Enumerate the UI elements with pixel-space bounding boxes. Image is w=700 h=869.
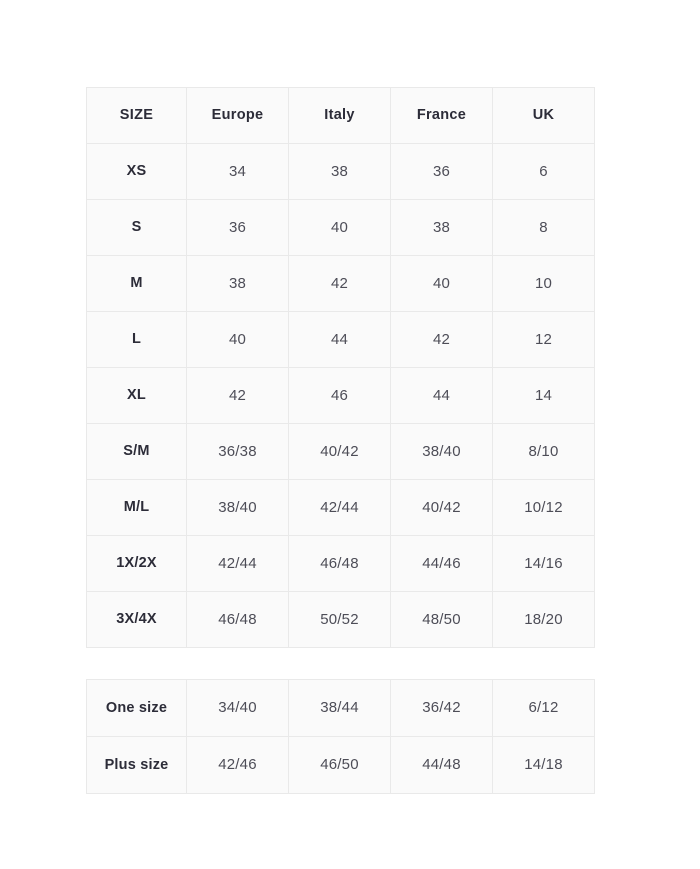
cell-europe: 38/40 (186, 479, 289, 536)
cell-uk: 6/12 (492, 679, 595, 737)
cell-europe: 34 (186, 143, 289, 200)
cell-france: 38 (390, 199, 493, 256)
table-row: 1X/2X 42/44 46/48 44/46 14/16 (86, 535, 595, 592)
table-row: XS 34 38 36 6 (86, 143, 595, 200)
column-header-france: France (390, 87, 493, 144)
row-label-3x4x: 3X/4X (86, 591, 187, 648)
table-row: M/L 38/40 42/44 40/42 10/12 (86, 479, 595, 536)
row-label-sm: S/M (86, 423, 187, 480)
cell-europe: 34/40 (186, 679, 289, 737)
cell-france: 42 (390, 311, 493, 368)
cell-uk: 6 (492, 143, 595, 200)
general-size-table: One size 34/40 38/44 36/42 6/12 Plus siz… (86, 679, 595, 794)
cell-italy: 42/44 (288, 479, 391, 536)
column-header-europe: Europe (186, 87, 289, 144)
table-row: 3X/4X 46/48 50/52 48/50 18/20 (86, 591, 595, 648)
cell-france: 48/50 (390, 591, 493, 648)
row-label-one-size: One size (86, 679, 187, 737)
table-row: L 40 44 42 12 (86, 311, 595, 368)
table-row: M 38 42 40 10 (86, 255, 595, 312)
size-conversion-table: SIZE Europe Italy France UK XS 34 38 36 … (86, 87, 595, 648)
cell-uk: 10 (492, 255, 595, 312)
cell-italy: 46/50 (288, 736, 391, 794)
cell-italy: 50/52 (288, 591, 391, 648)
table-row: XL 42 46 44 14 (86, 367, 595, 424)
column-header-uk: UK (492, 87, 595, 144)
row-label-m: M (86, 255, 187, 312)
cell-uk: 8/10 (492, 423, 595, 480)
cell-europe: 42 (186, 367, 289, 424)
cell-uk: 14 (492, 367, 595, 424)
row-label-l: L (86, 311, 187, 368)
table-body: XS 34 38 36 6 S 36 40 38 8 M 38 42 40 10 (86, 143, 595, 648)
row-label-xs: XS (86, 143, 187, 200)
cell-italy: 40 (288, 199, 391, 256)
cell-italy: 46 (288, 367, 391, 424)
column-header-italy: Italy (288, 87, 391, 144)
cell-europe: 42/44 (186, 535, 289, 592)
row-label-ml: M/L (86, 479, 187, 536)
cell-europe: 46/48 (186, 591, 289, 648)
cell-france: 40 (390, 255, 493, 312)
cell-uk: 12 (492, 311, 595, 368)
cell-uk: 8 (492, 199, 595, 256)
cell-france: 44/48 (390, 736, 493, 794)
cell-uk: 14/16 (492, 535, 595, 592)
row-label-plus-size: Plus size (86, 736, 187, 794)
cell-france: 36/42 (390, 679, 493, 737)
cell-italy: 46/48 (288, 535, 391, 592)
table-header-row: SIZE Europe Italy France UK (86, 87, 595, 144)
row-label-xl: XL (86, 367, 187, 424)
cell-europe: 40 (186, 311, 289, 368)
table-row: Plus size 42/46 46/50 44/48 14/18 (86, 736, 595, 794)
cell-europe: 36/38 (186, 423, 289, 480)
cell-italy: 44 (288, 311, 391, 368)
table-separator (86, 648, 594, 679)
cell-uk: 10/12 (492, 479, 595, 536)
cell-uk: 14/18 (492, 736, 595, 794)
table-row: S/M 36/38 40/42 38/40 8/10 (86, 423, 595, 480)
cell-italy: 38 (288, 143, 391, 200)
table-row: S 36 40 38 8 (86, 199, 595, 256)
cell-france: 36 (390, 143, 493, 200)
cell-europe: 36 (186, 199, 289, 256)
cell-france: 44/46 (390, 535, 493, 592)
cell-europe: 42/46 (186, 736, 289, 794)
cell-europe: 38 (186, 255, 289, 312)
cell-france: 38/40 (390, 423, 493, 480)
row-label-s: S (86, 199, 187, 256)
cell-france: 40/42 (390, 479, 493, 536)
cell-italy: 38/44 (288, 679, 391, 737)
column-header-size: SIZE (86, 87, 187, 144)
row-label-1x2x: 1X/2X (86, 535, 187, 592)
cell-italy: 42 (288, 255, 391, 312)
general-size-body: One size 34/40 38/44 36/42 6/12 Plus siz… (86, 679, 595, 794)
cell-italy: 40/42 (288, 423, 391, 480)
table-header: SIZE Europe Italy France UK (86, 87, 595, 144)
cell-uk: 18/20 (492, 591, 595, 648)
table-row: One size 34/40 38/44 36/42 6/12 (86, 679, 595, 737)
cell-france: 44 (390, 367, 493, 424)
